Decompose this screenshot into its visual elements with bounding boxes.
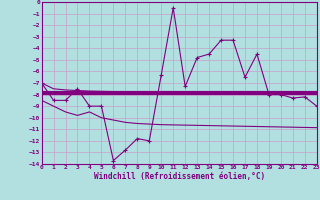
X-axis label: Windchill (Refroidissement éolien,°C): Windchill (Refroidissement éolien,°C) — [94, 172, 265, 181]
